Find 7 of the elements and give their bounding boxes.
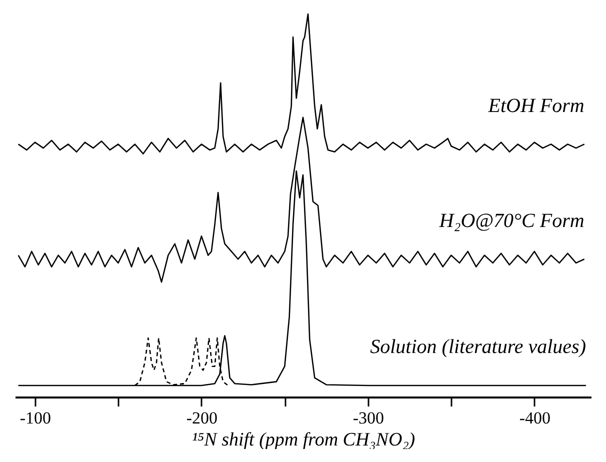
x-tick-label: -200: [186, 408, 218, 428]
x-tick-label: -100: [20, 408, 52, 428]
x-tick-label: -400: [519, 408, 550, 428]
series-label: Solution (literature values): [370, 336, 586, 358]
series-label: H₂O@70°C Form: [438, 210, 584, 232]
x-tick-label: -300: [352, 408, 384, 428]
series-label: EtOH Form: [487, 94, 584, 117]
